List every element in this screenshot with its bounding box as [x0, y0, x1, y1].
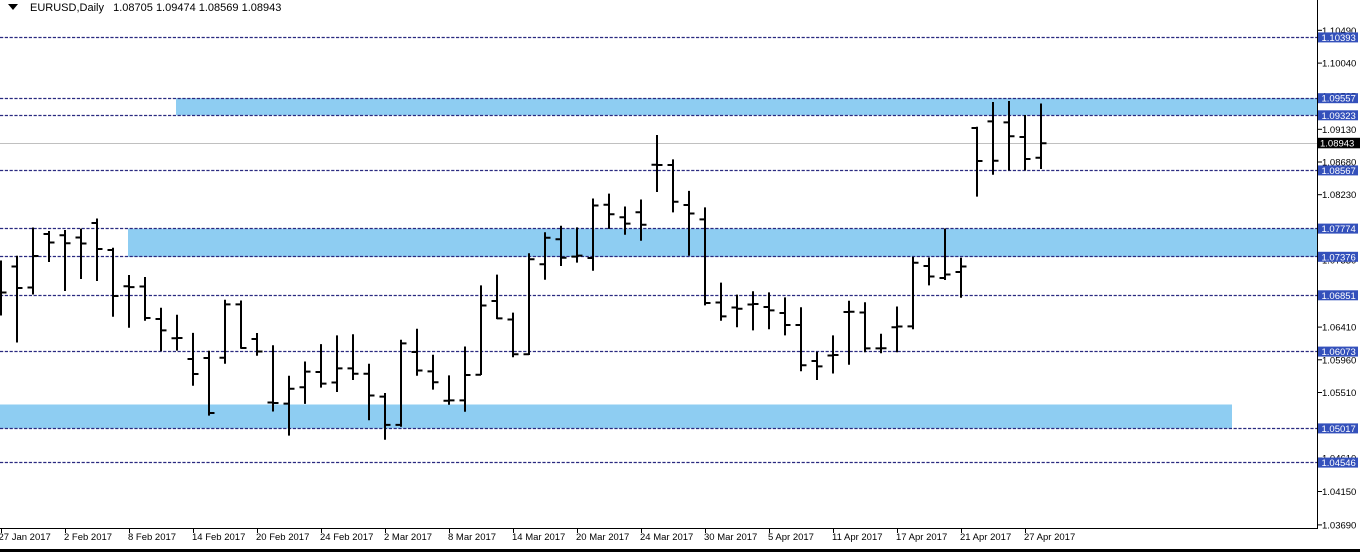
svg-text:30 Mar 2017: 30 Mar 2017: [704, 532, 757, 543]
svg-text:1.06851: 1.06851: [1322, 291, 1356, 302]
svg-text:1.10490: 1.10490: [1322, 26, 1356, 37]
svg-text:1.08567: 1.08567: [1322, 166, 1356, 177]
svg-text:27 Apr 2017: 27 Apr 2017: [1024, 532, 1075, 543]
svg-text:1.08680: 1.08680: [1322, 158, 1356, 169]
svg-text:8 Mar 2017: 8 Mar 2017: [448, 532, 496, 543]
svg-text:8 Feb 2017: 8 Feb 2017: [128, 532, 176, 543]
svg-text:1.10393: 1.10393: [1322, 33, 1356, 44]
svg-text:1.07376: 1.07376: [1322, 252, 1356, 263]
svg-text:1.08943: 1.08943: [1320, 139, 1354, 150]
svg-text:1.09130: 1.09130: [1322, 125, 1356, 136]
svg-text:1.09323: 1.09323: [1322, 111, 1356, 122]
svg-text:5 Apr 2017: 5 Apr 2017: [768, 532, 814, 543]
svg-text:1.05017: 1.05017: [1322, 424, 1356, 435]
svg-text:14 Feb 2017: 14 Feb 2017: [192, 532, 245, 543]
svg-text:2 Mar 2017: 2 Mar 2017: [384, 532, 432, 543]
svg-text:21 Apr 2017: 21 Apr 2017: [960, 532, 1011, 543]
svg-text:1.06073: 1.06073: [1322, 347, 1356, 358]
svg-text:14 Mar 2017: 14 Mar 2017: [512, 532, 565, 543]
svg-text:17 Apr 2017: 17 Apr 2017: [896, 532, 947, 543]
svg-text:24 Mar 2017: 24 Mar 2017: [640, 532, 693, 543]
svg-text:24 Feb 2017: 24 Feb 2017: [320, 532, 373, 543]
svg-text:1.04546: 1.04546: [1322, 458, 1356, 469]
svg-text:1.03690: 1.03690: [1322, 520, 1356, 531]
svg-text:20 Feb 2017: 20 Feb 2017: [256, 532, 309, 543]
svg-text:1.05510: 1.05510: [1322, 388, 1356, 399]
svg-text:27 Jan 2017: 27 Jan 2017: [0, 532, 51, 543]
svg-text:1.04150: 1.04150: [1322, 487, 1356, 498]
svg-text:1.06410: 1.06410: [1322, 323, 1356, 334]
svg-text:EURUSD,Daily 1.08705 1.09474: EURUSD,Daily 1.08705 1.09474 1.08569 1.0…: [30, 2, 281, 14]
svg-text:2 Feb 2017: 2 Feb 2017: [64, 532, 112, 543]
svg-text:1.10040: 1.10040: [1322, 59, 1356, 70]
svg-text:1.09557: 1.09557: [1322, 94, 1356, 105]
svg-text:11 Apr 2017: 11 Apr 2017: [832, 532, 883, 543]
svg-text:1.05960: 1.05960: [1322, 355, 1356, 366]
svg-text:20 Mar 2017: 20 Mar 2017: [576, 532, 629, 543]
svg-text:1.07774: 1.07774: [1322, 224, 1356, 235]
svg-text:1.08230: 1.08230: [1322, 190, 1356, 201]
